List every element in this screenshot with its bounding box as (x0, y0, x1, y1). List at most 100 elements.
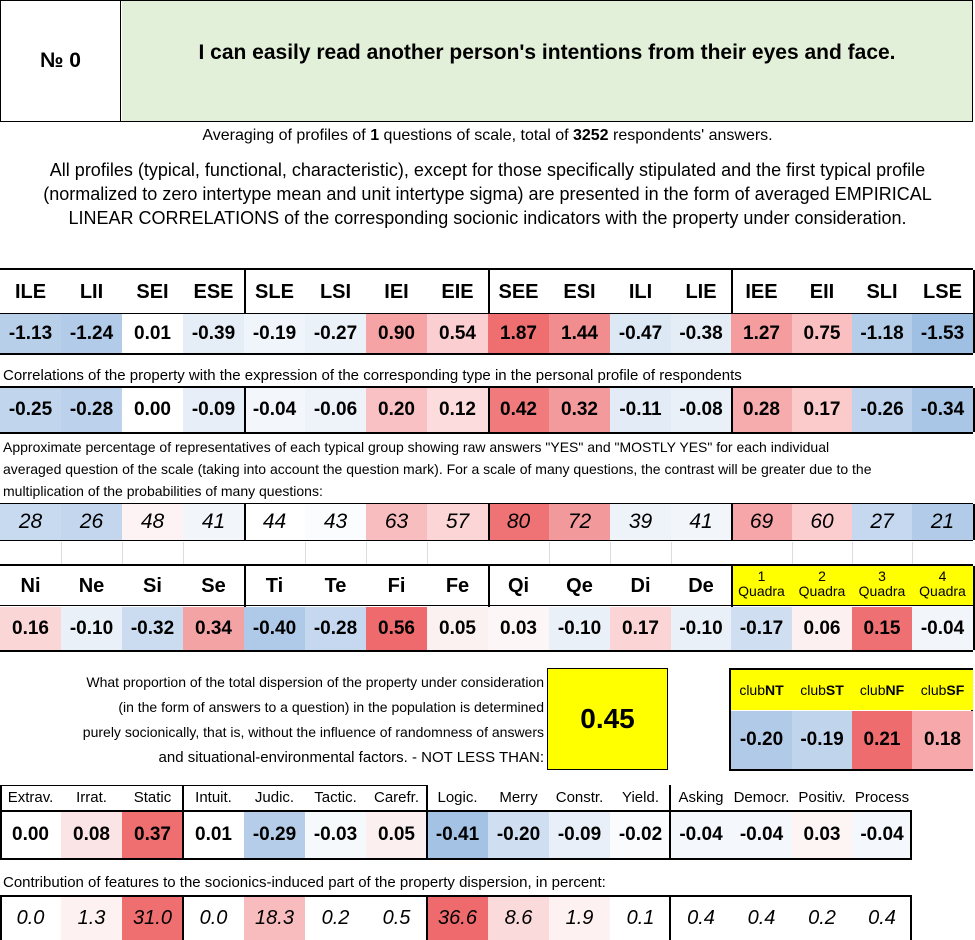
type-percent-value: 41 (183, 504, 244, 540)
contribution-value: 1.3 (61, 897, 122, 940)
type-normalized-value: 0.54 (427, 314, 488, 353)
reinin-value: -0.03 (305, 812, 366, 858)
type-correlation-value: -0.08 (671, 388, 731, 432)
quadra-number: 4 (938, 568, 947, 584)
row-divider (0, 313, 973, 314)
summary-middle: questions of scale, total of (379, 127, 573, 144)
type-header-sli: SLI (866, 280, 898, 303)
percent-caption: Approximate percentage of representative… (3, 436, 968, 502)
type-normalized-value: -0.39 (183, 314, 244, 353)
type-normalized-value: 1.87 (488, 314, 549, 353)
table-border (0, 785, 2, 860)
quadra-header: 2 Quadra (792, 566, 852, 606)
contribution-value: 0.0 (0, 897, 61, 940)
quadra-number: 3 (878, 568, 886, 584)
divider (731, 388, 733, 432)
type-percent-value: 80 (488, 504, 549, 540)
contribution-value: 31.0 (122, 897, 183, 940)
summary-line: Averaging of profiles of 1 questions of … (0, 123, 975, 149)
row-divider (0, 605, 973, 606)
type-normalized-value: 1.44 (549, 314, 610, 353)
table-border (910, 895, 912, 940)
description: All profiles (typical, functional, chara… (0, 158, 975, 230)
quadra-label: Quadra (919, 583, 966, 599)
type-header-lie: LIE (685, 280, 717, 303)
table-border (669, 785, 671, 860)
type-normalized-value: -0.38 (671, 314, 731, 353)
divider (731, 504, 733, 540)
club-name: ST (825, 682, 844, 698)
table-border (0, 895, 912, 897)
function-value: 0.34 (183, 607, 244, 650)
table-border (0, 810, 912, 812)
divider (973, 270, 975, 353)
type-header-sle: SLE (255, 280, 294, 303)
type-correlation-value: -0.06 (305, 388, 366, 432)
contribution-value: 1.9 (549, 897, 610, 940)
correlation-table (0, 386, 973, 434)
function-header-si: Si (143, 574, 162, 597)
type-header-eii: EII (809, 280, 835, 303)
type-header-lsi: LSI (319, 280, 352, 303)
type-correlation-value: 0.28 (731, 388, 792, 432)
table-border (0, 785, 428, 786)
reinin-value: -0.02 (610, 812, 671, 858)
grid-line (122, 542, 123, 564)
function-header-se: Se (201, 574, 226, 597)
type-header-ili: ILI (628, 280, 653, 303)
summary-respondents: 3252 (572, 127, 609, 144)
reinin-value: 0.05 (366, 812, 427, 858)
reinin-value: -0.20 (488, 812, 549, 858)
type-header-ile: ILE (14, 280, 47, 303)
summary-suffix: respondents' answers. (608, 127, 773, 144)
dispersion-line: and situational-environmental factors. -… (158, 749, 544, 766)
header (0, 0, 973, 122)
type-normalized-value: 1.27 (731, 314, 792, 353)
percent-caption-line: averaged question of the scale (taking i… (3, 461, 872, 477)
contribution-value: 0.0 (183, 897, 244, 940)
percent-caption-line: multiplication of the probabilities of m… (3, 483, 323, 499)
contribution-value: 36.6 (427, 897, 488, 940)
contribution-value: 0.4 (671, 897, 731, 940)
grid-line (549, 542, 550, 564)
quadra-number: 1 (757, 568, 766, 584)
club-name: SF (946, 682, 965, 698)
correlation-caption: Correlations of the property with the ex… (3, 366, 742, 384)
reinin-header: Carefr. (373, 788, 419, 806)
type-percent-value: 28 (0, 504, 61, 540)
question-number: № 0 (1, 1, 121, 121)
type-normalized-value: 0.01 (122, 314, 183, 353)
type-normalized-value: -1.13 (0, 314, 61, 353)
grid-line (792, 542, 793, 564)
function-header-de: De (688, 574, 714, 597)
reinin-header: Intuit. (195, 788, 232, 806)
function-header-fe: Fe (445, 574, 470, 597)
type-percent-value: 69 (731, 504, 792, 540)
dispersion-line: purely socionically, that is, without th… (82, 724, 544, 740)
club-value: -0.20 (731, 711, 792, 769)
contribution-value: 0.2 (305, 897, 366, 940)
contribution-value: 18.3 (244, 897, 305, 940)
type-percent-value: 44 (244, 504, 305, 540)
type-normalized-value: -0.47 (610, 314, 671, 353)
table-border (182, 895, 184, 940)
divider (973, 504, 975, 540)
quadra-value: -0.04 (912, 607, 973, 650)
type-percent-value: 21 (912, 504, 973, 540)
grid-line (610, 542, 611, 564)
reinin-header: Process (854, 788, 910, 806)
type-header-iei: IEI (384, 280, 409, 303)
type-header-see: SEE (498, 280, 539, 303)
function-value: -0.10 (549, 607, 610, 650)
function-value: 0.03 (488, 607, 549, 650)
function-header-ne: Ne (78, 574, 105, 597)
reinin-value: 0.01 (183, 812, 244, 858)
grid-line (305, 542, 306, 564)
function-value: -0.10 (61, 607, 122, 650)
reinin-value: -0.04 (671, 812, 731, 858)
type-normalized-value: -0.27 (305, 314, 366, 353)
dispersion-text: What proportion of the total dispersion … (60, 670, 544, 770)
grid-line (61, 542, 62, 564)
type-percent-value: 60 (792, 504, 852, 540)
club-name: NF (885, 682, 905, 698)
